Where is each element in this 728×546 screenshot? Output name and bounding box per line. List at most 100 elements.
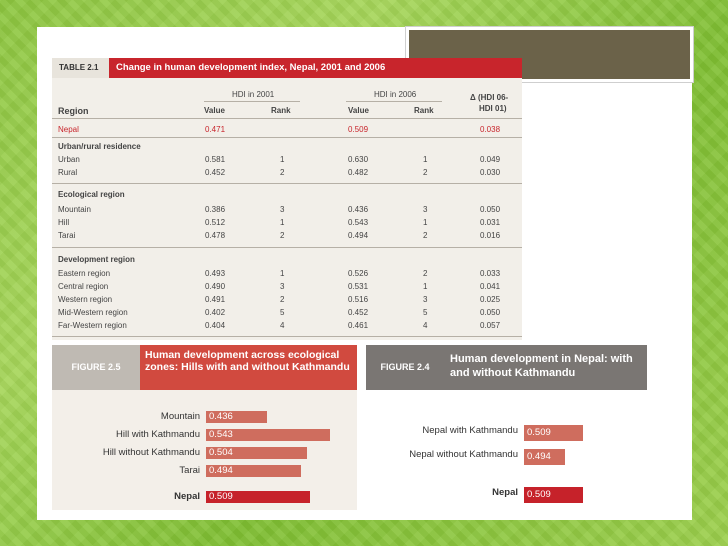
row-v2001: 0.478 [205,231,226,240]
row-delta: 0.025 [480,295,501,304]
row-v2001: 0.404 [205,321,226,330]
row-v2001: 0.493 [205,269,226,278]
row-name: Mountain [58,205,91,214]
figure-2-4: FIGURE 2.4 Human development in Nepal: w… [366,345,647,507]
value-2006-col-header: Value [348,106,369,115]
bar-value-label: 0.494 [527,451,551,462]
figure-2-5-tag: FIGURE 2.5 [52,345,140,390]
row-name: Eastern region [58,269,111,278]
rule-after-sec1 [52,183,522,184]
bar: 0.504 [206,447,307,459]
bar-value-label: 0.509 [527,427,551,438]
row-name: Hill [58,218,70,227]
bar-label: Nepal [174,491,200,502]
row-v2006: 0.436 [348,205,369,214]
row-r2006: 5 [423,308,428,317]
row-r2001: 3 [280,205,285,214]
row-delta: 0.016 [480,231,501,240]
bar-value-label: 0.509 [527,489,551,500]
row-v2006: 0.630 [348,155,369,164]
row-delta: 0.049 [480,155,501,164]
hdi-2001-header: HDI in 2001 [232,90,275,99]
row-name: Mid-Western region [58,308,128,317]
bar: 0.494 [206,465,302,477]
nepal-row-v2006: 0.509 [348,125,369,134]
figure-2-5: FIGURE 2.5 Human development across ecol… [52,345,357,510]
table-header-bar: TABLE 2.1 Change in human development in… [52,58,522,78]
rank-2001-col-header: Rank [271,106,291,115]
row-v2006: 0.452 [348,308,369,317]
row-name: Western region [58,295,113,304]
row-r2006: 1 [423,218,428,227]
table-tag: TABLE 2.1 [52,58,109,78]
hdi-2006-header: HDI in 2006 [374,90,417,99]
row-delta: 0.033 [480,269,501,278]
delta-header-2: HDI 01) [479,104,507,113]
bar-value-label: 0.504 [209,447,233,458]
figure-2-5-title: Human development across ecological zone… [145,349,350,373]
figure-2-4-title: Human development in Nepal: with and wit… [450,353,633,379]
rule-after-sec2 [52,247,522,248]
bar: 0.509 [524,425,583,441]
section-urban-rural: Urban/rural residence [58,142,141,151]
bar-value-label: 0.509 [209,491,233,502]
value-2001-col-header: Value [204,106,225,115]
row-r2001: 2 [280,168,285,177]
row-r2001: 2 [280,295,285,304]
row-r2006: 2 [423,269,428,278]
row-r2001: 4 [280,321,285,330]
nepal-row-name: Nepal [58,125,79,134]
row-v2006: 0.494 [348,231,369,240]
table-title: Change in human development index, Nepal… [116,62,386,73]
section-ecological: Ecological region [58,190,125,199]
bar-label: Nepal without Kathmandu [409,449,518,460]
row-v2006: 0.516 [348,295,369,304]
bar: 0.543 [206,429,330,441]
row-r2001: 1 [280,269,285,278]
row-r2006: 3 [423,295,428,304]
row-v2006: 0.543 [348,218,369,227]
nepal-row-delta: 0.038 [480,125,501,134]
hdi-2001-rule [204,101,300,102]
row-name: Urban [58,155,80,164]
row-v2006: 0.482 [348,168,369,177]
bar-value-label: 0.436 [209,411,233,422]
row-r2006: 1 [423,282,428,291]
row-r2006: 2 [423,168,428,177]
row-name: Rural [58,168,78,177]
row-v2006: 0.531 [348,282,369,291]
bar-label: Mountain [160,411,200,422]
row-r2001: 1 [280,155,285,164]
row-r2006: 2 [423,231,428,240]
row-v2006: 0.461 [348,321,369,330]
row-r2006: 1 [423,155,428,164]
row-v2001: 0.491 [205,295,226,304]
bar: 0.436 [206,411,268,423]
row-delta: 0.050 [480,205,501,214]
bar-label: Hill with Kathmandu [116,429,200,440]
row-v2001: 0.512 [205,218,226,227]
bar: 0.509 [206,491,310,503]
bar-value-label: 0.543 [209,429,233,440]
rule-after-nepal [52,137,522,138]
bar-label: Nepal with Kathmandu [422,425,518,436]
row-name: Tarai [58,231,76,240]
row-v2006: 0.526 [348,269,369,278]
row-delta: 0.030 [480,168,501,177]
region-col-header: Region [58,106,89,116]
row-v2001: 0.452 [205,168,226,177]
row-name: Far-Western region [58,321,127,330]
row-r2001: 1 [280,218,285,227]
row-delta: 0.031 [480,218,501,227]
nepal-row-v2001: 0.471 [205,125,226,134]
table-bottom-rule [52,336,522,337]
hdi-table: TABLE 2.1 Change in human development in… [52,58,522,340]
row-delta: 0.057 [480,321,501,330]
figure-2-4-header: FIGURE 2.4 Human development in Nepal: w… [366,345,647,390]
bar-label: Hill without Kathmandu [102,447,200,458]
bar-value-label: 0.494 [209,465,233,476]
bar-label: Nepal [492,487,518,498]
delta-header-1: Δ (HDI 06- [470,93,509,102]
row-name: Central region [58,282,109,291]
header-rule [52,118,522,119]
